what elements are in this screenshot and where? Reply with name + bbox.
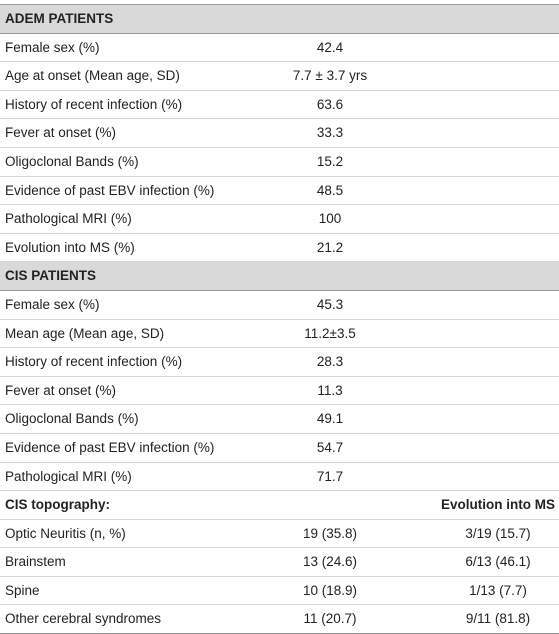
table-row: Other cerebral syndromes 11 (20.7) 9/11 (8…: [0, 605, 559, 634]
table-row: Pathological MRI (%) 100: [0, 205, 559, 234]
cell: 28.3: [316, 354, 344, 370]
cell: Fever at onset (%): [5, 382, 117, 398]
cell: 11.2±3.5: [304, 325, 356, 341]
table-row: Mean age (Mean age, SD) 11.2±3.5: [0, 320, 559, 349]
cell: Female sex (%): [5, 39, 100, 55]
cell: History of recent infection (%): [5, 96, 183, 112]
cell: Other cerebral syndromes: [5, 611, 162, 627]
cell: 10 (18.9): [302, 582, 358, 598]
cell: ADEM PATIENTS: [5, 11, 114, 26]
cell: 33.3: [316, 125, 344, 141]
cell: Evolution into MS (%): [5, 239, 135, 255]
table-row: Fever at onset (%) 11.3: [0, 377, 559, 406]
cell: 13 (24.6): [302, 554, 358, 570]
cell: Evidence of past EBV infection (%): [5, 182, 215, 198]
section-header: CIS PATIENTS: [0, 262, 559, 291]
cell: CIS topography:: [5, 497, 110, 513]
cell: Oligoclonal Bands (%): [5, 411, 139, 427]
cell: 11 (20.7): [303, 611, 357, 627]
cell: 49.1: [316, 411, 344, 427]
cell: Pathological MRI (%): [5, 211, 132, 227]
cell: 15.2: [316, 153, 344, 169]
table-row: Evidence of past EBV infection (%) 54.7: [0, 434, 559, 463]
table-row: Evidence of past EBV infection (%) 48.5: [0, 177, 559, 206]
table-row: Female sex (%) 42.4: [0, 34, 559, 63]
cell: 6/13 (46.1): [465, 554, 531, 570]
page: ADEM PATIENTS Female sex (%) 42.4 Age at on…: [0, 4, 559, 634]
table-row: Evolution into MS (%) 21.2: [0, 234, 559, 263]
table-row: Oligoclonal Bands (%) 49.1: [0, 405, 559, 434]
cell: 19 (35.8): [302, 525, 358, 541]
cell: Brainstem: [5, 554, 66, 570]
cell: 63.6: [316, 96, 344, 112]
table-row: Age at onset (Mean age, SD) 7.7 ± 3.7 yrs: [0, 62, 559, 91]
cell: 11.3: [317, 382, 343, 398]
cell: Optic Neuritis (n, %): [5, 525, 126, 541]
sub-header: CIS topography: Evolution into MS: [0, 491, 559, 520]
cell: Evolution into MS: [441, 497, 555, 513]
cell: 45.3: [316, 296, 344, 312]
table-row: Pathological MRI (%) 71.7: [0, 463, 559, 492]
table-row: Optic Neuritis (n, %) 19 (35.8) 3/19 (15.7…: [0, 520, 559, 549]
cell: 3/19 (15.7): [465, 525, 531, 541]
cell: Age at onset (Mean age, SD): [5, 68, 180, 84]
cell: Fever at onset (%): [5, 125, 117, 141]
cell: Oligoclonal Bands (%): [5, 153, 139, 169]
table-row: Spine 10 (18.9) 1/13 (7.7): [0, 577, 559, 606]
table-row: Brainstem 13 (24.6) 6/13 (46.1): [0, 548, 559, 577]
cell: 54.7: [316, 439, 344, 455]
cell: History of recent infection (%): [5, 354, 183, 370]
cell: Evidence of past EBV infection (%): [5, 439, 215, 455]
cell: Pathological MRI (%): [5, 468, 132, 484]
cell: 100: [318, 211, 342, 227]
cell: CIS PATIENTS: [5, 268, 97, 284]
cell: 7.7 ± 3.7 yrs: [292, 68, 368, 84]
cell: 9/11 (81.8): [465, 611, 531, 627]
table-row: History of recent infection (%) 28.3: [0, 348, 559, 377]
cell: Spine: [5, 582, 40, 598]
table-row: Oligoclonal Bands (%) 15.2: [0, 148, 559, 177]
cell: 21.2: [316, 239, 344, 255]
cell: Mean age (Mean age, SD): [5, 325, 165, 341]
cell: 1/13 (7.7): [469, 582, 527, 598]
cell: 71.7: [316, 468, 344, 484]
table-row: Fever at onset (%) 33.3: [0, 119, 559, 148]
cell: 48.5: [316, 182, 344, 198]
table-row: Female sex (%) 45.3: [0, 291, 559, 320]
section-header: ADEM PATIENTS: [0, 5, 559, 34]
table-row: History of recent infection (%) 63.6: [0, 91, 559, 120]
cell: Female sex (%): [5, 296, 100, 312]
table: ADEM PATIENTS Female sex (%) 42.4 Age at on…: [0, 4, 559, 634]
cell: 42.4: [316, 39, 344, 55]
